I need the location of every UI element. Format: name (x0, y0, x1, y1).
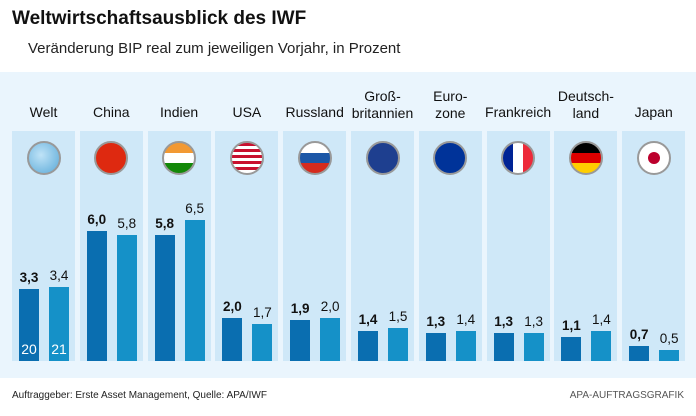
year-label: 20 (21, 341, 37, 357)
globe-icon (26, 141, 61, 175)
value-label: 1,9 (290, 300, 310, 316)
germany-flag-icon (568, 141, 603, 175)
bar-20 (358, 330, 378, 361)
eu-flag-icon (433, 141, 468, 175)
value-label: 6,0 (87, 211, 107, 227)
india-flag-icon (162, 141, 197, 175)
bar-20 (19, 289, 39, 361)
value-label: 3,3 (19, 270, 39, 286)
value-label: 1,3 (524, 313, 543, 329)
value-label: 1,4 (592, 311, 611, 327)
usa-flag-icon (229, 141, 264, 175)
bar-21 (523, 332, 544, 361)
bar-20 (425, 332, 446, 361)
country-label: Russland (285, 104, 344, 120)
bar-20 (290, 319, 311, 361)
credit: APA-AUFTRAGSGRAFIK (569, 390, 684, 401)
country-label: Welt (29, 104, 58, 120)
bar-21 (116, 235, 137, 361)
bar-20 (629, 345, 650, 361)
year-label: 21 (51, 341, 67, 357)
country-label: Indien (160, 104, 199, 120)
bar-20 (154, 235, 175, 361)
country-label: Japan (634, 104, 673, 120)
value-label: 2,0 (320, 298, 340, 314)
source-note: Auftraggeber: Erste Asset Management, Qu… (12, 390, 267, 401)
bar-21 (184, 219, 205, 361)
france-flag-icon (501, 141, 536, 175)
uk-flag-icon (365, 141, 400, 175)
bar-20 (561, 337, 582, 361)
country-label: USA (232, 104, 262, 120)
value-label: 3,4 (49, 268, 69, 284)
country-label: Euro- zone (433, 88, 468, 121)
bar-21 (591, 330, 612, 361)
value-label: 1,7 (253, 305, 272, 321)
country-label: China (93, 104, 130, 120)
country-label: Groß- britannien (351, 88, 414, 121)
value-label: 1,5 (388, 309, 408, 325)
russia-flag-icon (297, 141, 332, 175)
bar-20 (493, 332, 514, 361)
value-label: 6,5 (185, 200, 204, 216)
bar-20 (222, 317, 243, 361)
value-label: 1,4 (358, 311, 378, 327)
bar-21 (455, 330, 476, 361)
bar-21 (49, 287, 69, 361)
value-label: 2,0 (223, 298, 242, 314)
japan-flag-icon (636, 141, 671, 175)
value-label: 5,8 (117, 216, 137, 232)
subtitle: Veränderung BIP real zum jeweiligen Vorj… (28, 40, 401, 57)
page-title: Weltwirtschaftsausblick des IWF (12, 8, 307, 29)
bar-21 (388, 328, 408, 361)
value-label: 5,8 (155, 216, 174, 232)
country-label: Deutsch- land (557, 88, 614, 121)
bar-21 (320, 317, 341, 361)
country-label: Frankreich (485, 104, 552, 120)
value-label: 0,5 (659, 331, 679, 347)
value-label: 1,4 (456, 311, 476, 327)
bar-21 (252, 324, 273, 361)
china-flag-icon (94, 141, 129, 175)
value-label: 1,3 (494, 313, 513, 329)
value-label: 0,7 (629, 326, 649, 342)
bar-20 (86, 230, 107, 361)
value-label: 1,3 (426, 313, 446, 329)
value-label: 1,1 (562, 318, 581, 334)
bar-21 (659, 350, 680, 361)
